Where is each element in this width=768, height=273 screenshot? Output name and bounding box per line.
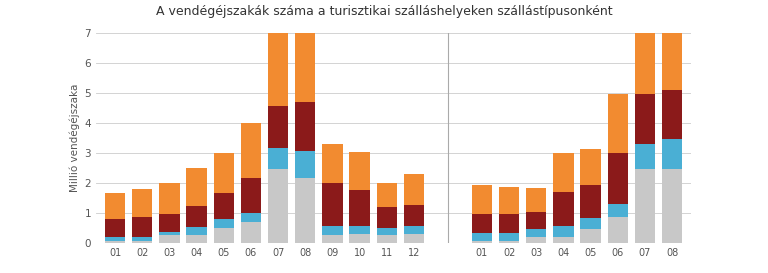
Bar [268,106,288,148]
Bar [607,204,628,217]
Bar [553,237,574,243]
Bar [526,212,547,229]
Bar [499,213,519,233]
Bar [323,183,343,227]
Y-axis label: Millió vendégéjszaka: Millió vendégéjszaka [70,84,81,192]
Bar [132,242,152,243]
Bar [323,144,343,183]
Bar [376,228,397,235]
Bar [240,213,261,222]
Bar [526,237,547,243]
Bar [240,179,261,213]
Bar [323,227,343,235]
Bar [581,149,601,185]
Bar [499,242,519,243]
Bar [187,168,207,206]
Bar [635,169,655,243]
Bar [349,152,370,189]
Bar [187,227,207,235]
Bar [295,151,316,179]
Bar [662,169,682,243]
Bar [132,189,152,217]
Bar [581,185,601,218]
Bar [214,153,234,193]
Bar [105,193,125,219]
Text: A vendégéjszakák száma a turisztikai szálláshelyeken szállástípusonként: A vendégéjszakák száma a turisztikai szá… [156,5,612,19]
Bar [349,189,370,225]
Bar [295,179,316,243]
Bar [472,213,492,233]
Bar [187,235,207,243]
Bar [553,192,574,227]
Bar [472,242,492,243]
Bar [159,233,180,235]
Bar [635,94,655,144]
Bar [323,235,343,243]
Bar [404,234,424,243]
Bar [240,222,261,243]
Bar [187,206,207,227]
Bar [472,233,492,242]
Bar [404,174,424,206]
Bar [214,193,234,219]
Bar [607,94,628,153]
Bar [662,139,682,169]
Bar [607,217,628,243]
Bar [662,90,682,139]
Bar [268,148,288,169]
Bar [295,102,316,151]
Bar [404,227,424,234]
Bar [526,229,547,237]
Bar [635,144,655,169]
Bar [376,235,397,243]
Bar [349,234,370,243]
Bar [349,225,370,234]
Bar [376,183,397,207]
Bar [159,215,180,233]
Bar [635,19,655,94]
Bar [159,183,180,215]
Bar [553,153,574,192]
Bar [404,206,424,227]
Bar [105,219,125,237]
Bar [499,233,519,242]
Bar [268,169,288,243]
Bar [295,27,316,102]
Bar [581,218,601,229]
Bar [132,217,152,237]
Bar [214,219,234,228]
Bar [159,235,180,243]
Bar [105,242,125,243]
Bar [472,185,492,213]
Bar [607,153,628,204]
Bar [240,123,261,179]
Bar [581,229,601,243]
Bar [526,188,547,212]
Bar [376,207,397,228]
Bar [662,12,682,90]
Bar [553,227,574,237]
Bar [105,237,125,242]
Bar [214,228,234,243]
Bar [499,186,519,213]
Bar [268,32,288,106]
Bar [132,237,152,242]
